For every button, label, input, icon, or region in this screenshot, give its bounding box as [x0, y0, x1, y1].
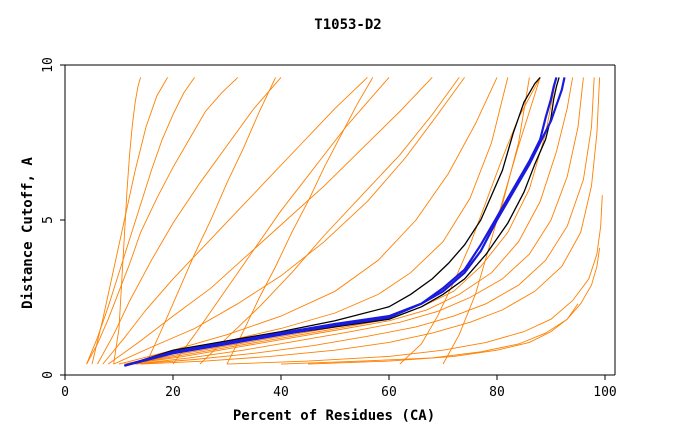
series-line-16: [129, 77, 574, 365]
series-line-6: [91, 77, 168, 365]
x-axis-label: Percent of Residues (CA): [233, 408, 435, 424]
series-line-14: [129, 77, 530, 365]
x-tick-label: 60: [381, 385, 397, 400]
y-tick-label: 0: [41, 371, 56, 379]
series-line-15: [129, 77, 557, 365]
x-tick-label: 20: [165, 385, 181, 400]
series-line-4: [86, 77, 195, 365]
series-line-18: [135, 77, 595, 365]
series-line-1: [124, 77, 558, 367]
series-line-20: [226, 195, 603, 365]
series-line-11: [113, 77, 465, 365]
y-tick-label: 10: [41, 57, 56, 73]
series-line-22: [307, 303, 579, 365]
series-line-0: [124, 77, 566, 367]
x-tick-label: 40: [273, 385, 289, 400]
chart-title: T1053-D2: [314, 17, 381, 33]
series-line-21: [280, 247, 601, 365]
series-line-17: [135, 77, 584, 365]
series-line-28: [199, 77, 460, 365]
series-line-5: [86, 77, 239, 365]
series-line-25: [172, 77, 390, 365]
x-tick-label: 100: [593, 385, 616, 400]
plot-frame: [64, 64, 616, 376]
series-line-13: [124, 77, 509, 365]
y-axis-label: Distance Cutoff, A: [20, 157, 36, 309]
x-tick-label: 80: [489, 385, 505, 400]
series-line-10: [107, 77, 433, 365]
ticks: 0 20 40 60 80 100 0 5 10: [41, 57, 617, 400]
x-tick-label: 0: [61, 385, 69, 400]
series-line-26: [145, 77, 277, 365]
series-line-2: [124, 76, 541, 367]
series-line-12: [118, 77, 498, 365]
series-line-23: [399, 77, 541, 365]
plot-lines: [86, 76, 603, 367]
series-line-24: [442, 77, 541, 365]
series-line-8: [97, 77, 282, 365]
y-tick-label: 5: [41, 216, 56, 224]
series-line-9: [102, 77, 368, 365]
series-line-7: [113, 77, 142, 365]
series-line-19: [140, 77, 601, 365]
